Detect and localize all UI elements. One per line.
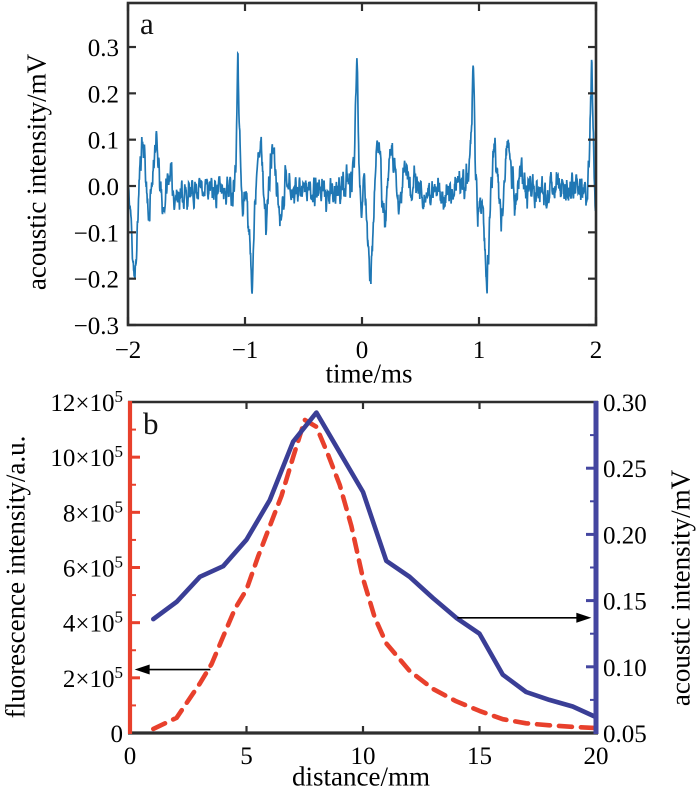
panel-a-x-tick-label: −2 (115, 337, 142, 364)
panel-b-right-tick-label: 0.15 (603, 589, 647, 616)
acoustic-intensity-curve (151, 410, 599, 720)
panel-b-right-tick-label: 0.30 (603, 390, 647, 417)
panel-b-letter: b (143, 406, 159, 441)
panel-b-left-tick-label: 10×105 (50, 442, 123, 472)
panel-a-ticks (126, 3, 598, 327)
panel-a-y-axis-title: acoustic intensity/mV (21, 53, 52, 291)
panel-b-left-tick-label: 6×105 (63, 553, 123, 583)
panel-b-left-y-axis-title: fluorescence intensity/a.u. (0, 435, 31, 719)
panel-b-left-ticks (130, 428, 140, 707)
panel-a-y-tick-label: −0.2 (74, 267, 119, 294)
panel-a-x-tick-label: −1 (232, 337, 259, 364)
panel-a-letter: a (140, 6, 154, 41)
panel-b-right-y-axis-title: acoustic intensity/mV (665, 469, 696, 707)
panel-a-y-tick-label: 0.2 (88, 81, 119, 108)
panel-a-y-tick-label: 0.3 (88, 35, 119, 62)
panel-b-left-tick-label: 2×105 (63, 663, 123, 693)
panel-b-left-tick-label: 12×105 (50, 387, 123, 417)
panel-b-right-tick-label: 0.05 (603, 721, 647, 748)
panel-a-frame (126, 1, 598, 327)
panel-a-x-tick-label: 1 (473, 337, 486, 364)
dashed-curve-reads-left-axis-arrowhead (134, 664, 150, 675)
panel-b-left-tick-label: 0 (111, 721, 124, 748)
panel-a-x-tick-label: 2 (590, 337, 603, 364)
panel-a-y-tick-label: 0.0 (88, 174, 119, 201)
panel-b-left-tick-label: 8×105 (63, 497, 123, 527)
panel-b-x-tick-label: 10 (351, 743, 376, 770)
panel-a-x-axis-title: time/ms (325, 358, 413, 389)
panel-b-x-axis-title: distance/mm (292, 761, 430, 790)
panel-b-right-ticks (586, 434, 596, 701)
panel-b-right-tick-label: 0.10 (603, 655, 647, 682)
panel-a-y-tick-label: 0.1 (88, 128, 119, 155)
panel-b-x-tick-label: 20 (584, 743, 609, 770)
panel-b-x-tick-label: 5 (240, 743, 253, 770)
panel-a-y-tick-label: −0.1 (74, 220, 119, 247)
panel-b-x-ticks (245, 402, 481, 733)
panel-a-y-tick-label: −0.3 (74, 313, 119, 340)
panel-a-x-tick-label: 0 (356, 337, 369, 364)
panel-b-left-tick-label: 4×105 (63, 608, 123, 638)
panel-b-x-tick-label: 0 (124, 743, 137, 770)
fluorescence-curve (151, 417, 599, 732)
panel-b-right-tick-label: 0.20 (603, 522, 647, 549)
solid-curve-reads-right-axis-arrowhead (576, 612, 592, 623)
panel-b-right-tick-label: 0.25 (603, 456, 647, 483)
acoustic-signal-trace (127, 50, 597, 294)
panel-b-x-tick-label: 15 (467, 743, 492, 770)
